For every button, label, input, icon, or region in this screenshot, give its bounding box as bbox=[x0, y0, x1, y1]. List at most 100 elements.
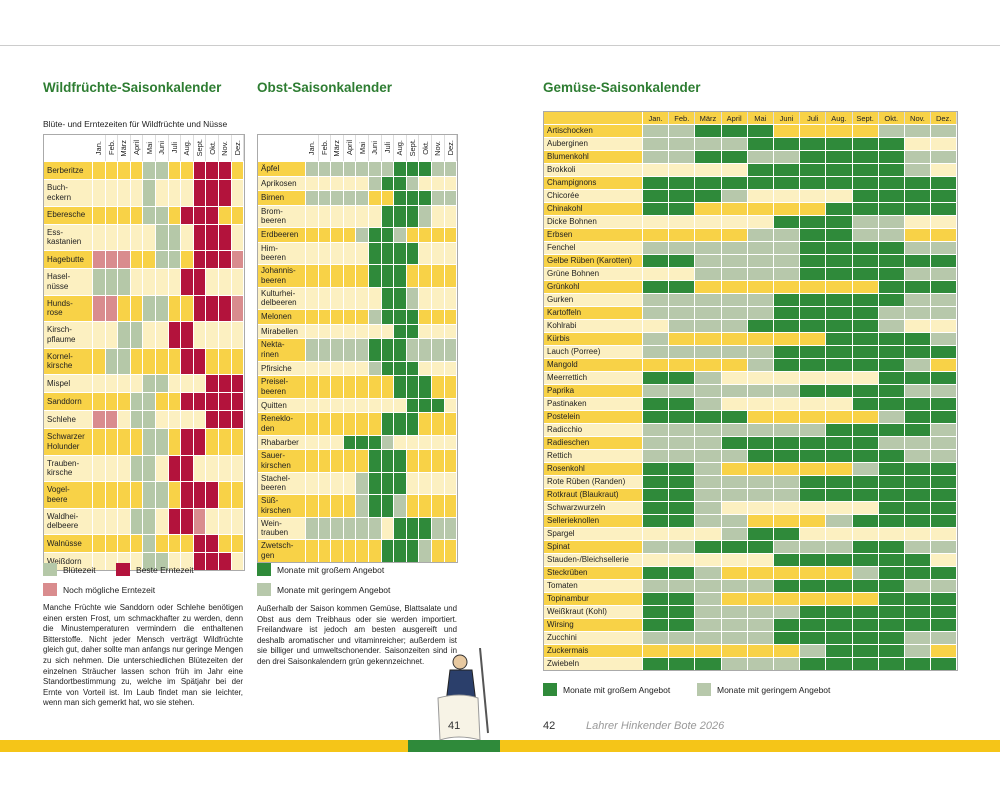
season-cell bbox=[431, 191, 445, 205]
season-cell bbox=[800, 320, 827, 332]
empty-cell bbox=[93, 162, 106, 179]
empty-cell bbox=[748, 554, 774, 566]
season-cell bbox=[206, 535, 219, 552]
season-cell bbox=[394, 472, 407, 494]
month-label: April bbox=[726, 113, 742, 123]
table-row: Eberesche bbox=[44, 205, 245, 224]
season-cell bbox=[721, 437, 748, 449]
row-label: Blumenkohl bbox=[544, 151, 643, 163]
season-cell bbox=[773, 450, 801, 462]
season-cell bbox=[643, 541, 670, 553]
empty-cell bbox=[131, 162, 144, 179]
empty-cell bbox=[194, 322, 207, 348]
empty-cell bbox=[931, 138, 958, 150]
table-row: Sellerieknollen bbox=[544, 514, 958, 527]
season-cell bbox=[904, 593, 932, 605]
row-label: Mangold bbox=[544, 359, 643, 371]
row-label: Sanddorn bbox=[44, 393, 93, 410]
empty-cell bbox=[169, 375, 182, 392]
season-cell bbox=[168, 322, 182, 348]
season-cell bbox=[695, 320, 722, 332]
season-cell bbox=[826, 632, 853, 644]
month-header: Juni bbox=[156, 135, 169, 161]
calendar-table: Jan. Feb. März April Mai Juni Juli Aug. Sept. Okt… bbox=[257, 134, 459, 563]
season-cell bbox=[852, 229, 879, 241]
empty-cell bbox=[306, 495, 319, 517]
row-label: Meerrettich bbox=[544, 372, 643, 384]
row-label: Chinakohl bbox=[544, 203, 643, 215]
row-label: Zwiebeln bbox=[544, 658, 643, 670]
row-label: Wein- trauben bbox=[258, 517, 306, 539]
row-label: Artischocken bbox=[544, 125, 643, 137]
empty-cell bbox=[331, 176, 344, 190]
season-cell bbox=[643, 255, 670, 267]
empty-cell bbox=[382, 398, 395, 412]
empty-cell bbox=[331, 228, 344, 242]
empty-cell bbox=[774, 567, 801, 579]
empty-cell bbox=[748, 593, 774, 605]
season-cell bbox=[931, 593, 958, 605]
season-cell bbox=[695, 242, 722, 254]
season-cell bbox=[826, 424, 853, 436]
season-cell bbox=[406, 517, 420, 539]
season-cell bbox=[206, 411, 219, 428]
season-cell bbox=[93, 295, 106, 321]
season-cell bbox=[419, 162, 432, 176]
season-cell bbox=[218, 162, 232, 179]
empty-cell bbox=[93, 322, 106, 348]
table-row: Topinambur bbox=[544, 592, 958, 605]
season-cell bbox=[931, 463, 958, 475]
season-cell bbox=[218, 180, 232, 206]
season-cell bbox=[826, 346, 853, 358]
legend-item: Noch mögliche Erntezeit bbox=[43, 583, 155, 596]
table-row: Reneklo- den bbox=[258, 412, 458, 435]
row-label: Rosenkohl bbox=[544, 463, 643, 475]
empty-cell bbox=[382, 376, 395, 398]
empty-cell bbox=[748, 567, 774, 579]
empty-cell bbox=[356, 398, 369, 412]
month-header: Juli bbox=[169, 135, 182, 161]
season-cell bbox=[218, 553, 232, 570]
row-label: Mirabellen bbox=[258, 324, 306, 338]
month-label: Jan. bbox=[307, 140, 317, 156]
season-cell bbox=[878, 567, 905, 579]
season-cell bbox=[130, 393, 144, 410]
month-label: Sept. bbox=[856, 113, 874, 123]
empty-cell bbox=[800, 333, 827, 345]
header-blank bbox=[44, 135, 93, 161]
empty-cell bbox=[344, 398, 357, 412]
row-label: Hagebutte bbox=[44, 251, 93, 268]
season-cell bbox=[368, 450, 382, 472]
empty-cell bbox=[93, 508, 106, 534]
season-cell bbox=[669, 255, 696, 267]
empty-cell bbox=[118, 455, 131, 481]
empty-cell bbox=[232, 508, 245, 534]
season-cell bbox=[826, 333, 853, 345]
season-cell bbox=[143, 429, 156, 455]
empty-cell bbox=[344, 361, 357, 375]
empty-cell bbox=[826, 463, 853, 475]
empty-cell bbox=[407, 228, 420, 242]
season-cell bbox=[406, 162, 420, 176]
row-label: Kornel- kirsche bbox=[44, 348, 93, 374]
season-cell bbox=[168, 224, 182, 250]
empty-cell bbox=[131, 206, 144, 224]
season-cell bbox=[904, 268, 932, 280]
empty-cell bbox=[118, 375, 131, 392]
season-cell bbox=[181, 322, 194, 348]
season-cell bbox=[931, 151, 958, 163]
table-row: Melonen bbox=[258, 309, 458, 324]
season-cell bbox=[419, 398, 432, 412]
season-cell bbox=[381, 361, 395, 375]
empty-cell bbox=[853, 372, 879, 384]
season-cell bbox=[419, 376, 432, 398]
empty-cell bbox=[131, 535, 144, 552]
table-row: Kulturhei- delbeeren bbox=[258, 286, 458, 309]
season-cell bbox=[773, 151, 801, 163]
season-cell bbox=[904, 450, 932, 462]
empty-cell bbox=[219, 535, 232, 552]
season-cell bbox=[904, 190, 932, 202]
season-cell bbox=[878, 385, 905, 397]
season-cell bbox=[669, 346, 696, 358]
season-cell bbox=[904, 359, 932, 371]
